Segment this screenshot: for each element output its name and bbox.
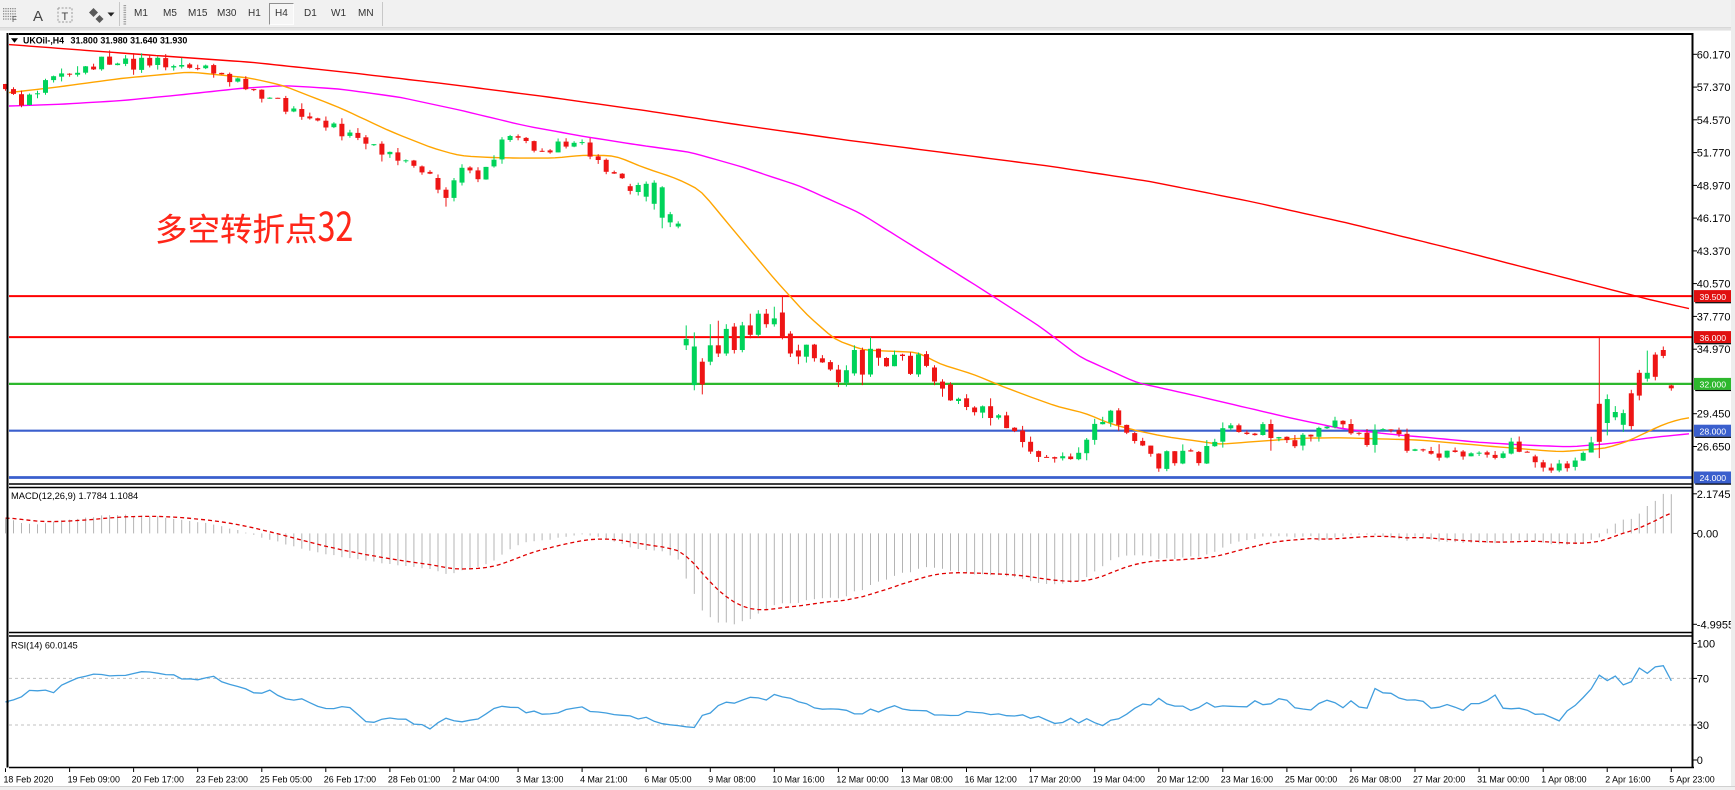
svg-text:MACD(12,26,9) 1.7784 1.1084: MACD(12,26,9) 1.7784 1.1084 xyxy=(11,491,138,501)
svg-text:19 Mar 04:00: 19 Mar 04:00 xyxy=(1093,775,1145,785)
svg-text:46.170: 46.170 xyxy=(1697,213,1731,225)
svg-text:32.000: 32.000 xyxy=(1700,380,1727,390)
svg-text:0.00: 0.00 xyxy=(1697,528,1718,540)
svg-text:-4.9955: -4.9955 xyxy=(1697,619,1734,631)
svg-text:20 Feb 17:00: 20 Feb 17:00 xyxy=(132,775,184,785)
svg-text:24.000: 24.000 xyxy=(1700,473,1727,483)
svg-text:28.000: 28.000 xyxy=(1700,426,1727,436)
svg-text:20 Mar 12:00: 20 Mar 12:00 xyxy=(1157,775,1209,785)
svg-text:57.370: 57.370 xyxy=(1697,82,1731,94)
svg-text:30: 30 xyxy=(1697,720,1709,732)
svg-text:36.000: 36.000 xyxy=(1700,333,1727,343)
svg-text:17 Mar 20:00: 17 Mar 20:00 xyxy=(1029,775,1081,785)
svg-text:A: A xyxy=(33,8,43,25)
svg-text:13 Mar 08:00: 13 Mar 08:00 xyxy=(901,775,953,785)
svg-text:34.970: 34.970 xyxy=(1697,344,1731,356)
svg-text:4 Mar 21:00: 4 Mar 21:00 xyxy=(580,775,627,785)
svg-text:51.770: 51.770 xyxy=(1697,148,1731,160)
svg-text:29.450: 29.450 xyxy=(1697,409,1731,421)
svg-text:54.570: 54.570 xyxy=(1697,115,1731,127)
svg-text:RSI(14) 60.0145: RSI(14) 60.0145 xyxy=(11,641,78,651)
svg-text:37.770: 37.770 xyxy=(1697,311,1731,323)
svg-text:40.570: 40.570 xyxy=(1697,279,1731,291)
svg-text:UKOil-,H4: UKOil-,H4 xyxy=(23,35,64,45)
svg-text:25 Mar 00:00: 25 Mar 00:00 xyxy=(1285,775,1337,785)
svg-text:19 Feb 09:00: 19 Feb 09:00 xyxy=(68,775,120,785)
svg-text:28 Feb 01:00: 28 Feb 01:00 xyxy=(388,775,440,785)
svg-text:25 Feb 05:00: 25 Feb 05:00 xyxy=(260,775,312,785)
svg-text:26 Mar 08:00: 26 Mar 08:00 xyxy=(1349,775,1401,785)
svg-text:1 Apr 08:00: 1 Apr 08:00 xyxy=(1541,775,1586,785)
svg-text:3 Mar 13:00: 3 Mar 13:00 xyxy=(516,775,563,785)
svg-text:100: 100 xyxy=(1697,638,1715,650)
svg-text:23 Feb 23:00: 23 Feb 23:00 xyxy=(196,775,248,785)
svg-text:16 Mar 12:00: 16 Mar 12:00 xyxy=(965,775,1017,785)
svg-text:60.170: 60.170 xyxy=(1697,49,1731,61)
svg-text:18 Feb 2020: 18 Feb 2020 xyxy=(4,775,54,785)
svg-text:23 Mar 16:00: 23 Mar 16:00 xyxy=(1221,775,1273,785)
svg-text:2.1745: 2.1745 xyxy=(1697,489,1731,501)
svg-text:0: 0 xyxy=(1697,755,1703,767)
svg-text:T: T xyxy=(62,11,69,23)
svg-text:31.800 31.980 31.640 31.930: 31.800 31.980 31.640 31.930 xyxy=(71,35,188,45)
svg-text:43.370: 43.370 xyxy=(1697,246,1731,258)
svg-text:6 Mar 05:00: 6 Mar 05:00 xyxy=(644,775,691,785)
svg-text:26 Feb 17:00: 26 Feb 17:00 xyxy=(324,775,376,785)
svg-text:10 Mar 16:00: 10 Mar 16:00 xyxy=(772,775,824,785)
svg-text:2 Apr 16:00: 2 Apr 16:00 xyxy=(1605,775,1650,785)
svg-text:2 Mar 04:00: 2 Mar 04:00 xyxy=(452,775,499,785)
svg-text:F: F xyxy=(12,15,17,24)
svg-text:27 Mar 20:00: 27 Mar 20:00 xyxy=(1413,775,1465,785)
svg-text:48.970: 48.970 xyxy=(1697,180,1731,192)
svg-text:31 Mar 00:00: 31 Mar 00:00 xyxy=(1477,775,1529,785)
svg-text:26.650: 26.650 xyxy=(1697,442,1731,454)
svg-text:39.500: 39.500 xyxy=(1700,292,1727,302)
svg-text:5 Apr 23:00: 5 Apr 23:00 xyxy=(1669,775,1714,785)
svg-text:9 Mar 08:00: 9 Mar 08:00 xyxy=(708,775,755,785)
svg-text:70: 70 xyxy=(1697,673,1709,685)
svg-text:12 Mar 00:00: 12 Mar 00:00 xyxy=(836,775,888,785)
